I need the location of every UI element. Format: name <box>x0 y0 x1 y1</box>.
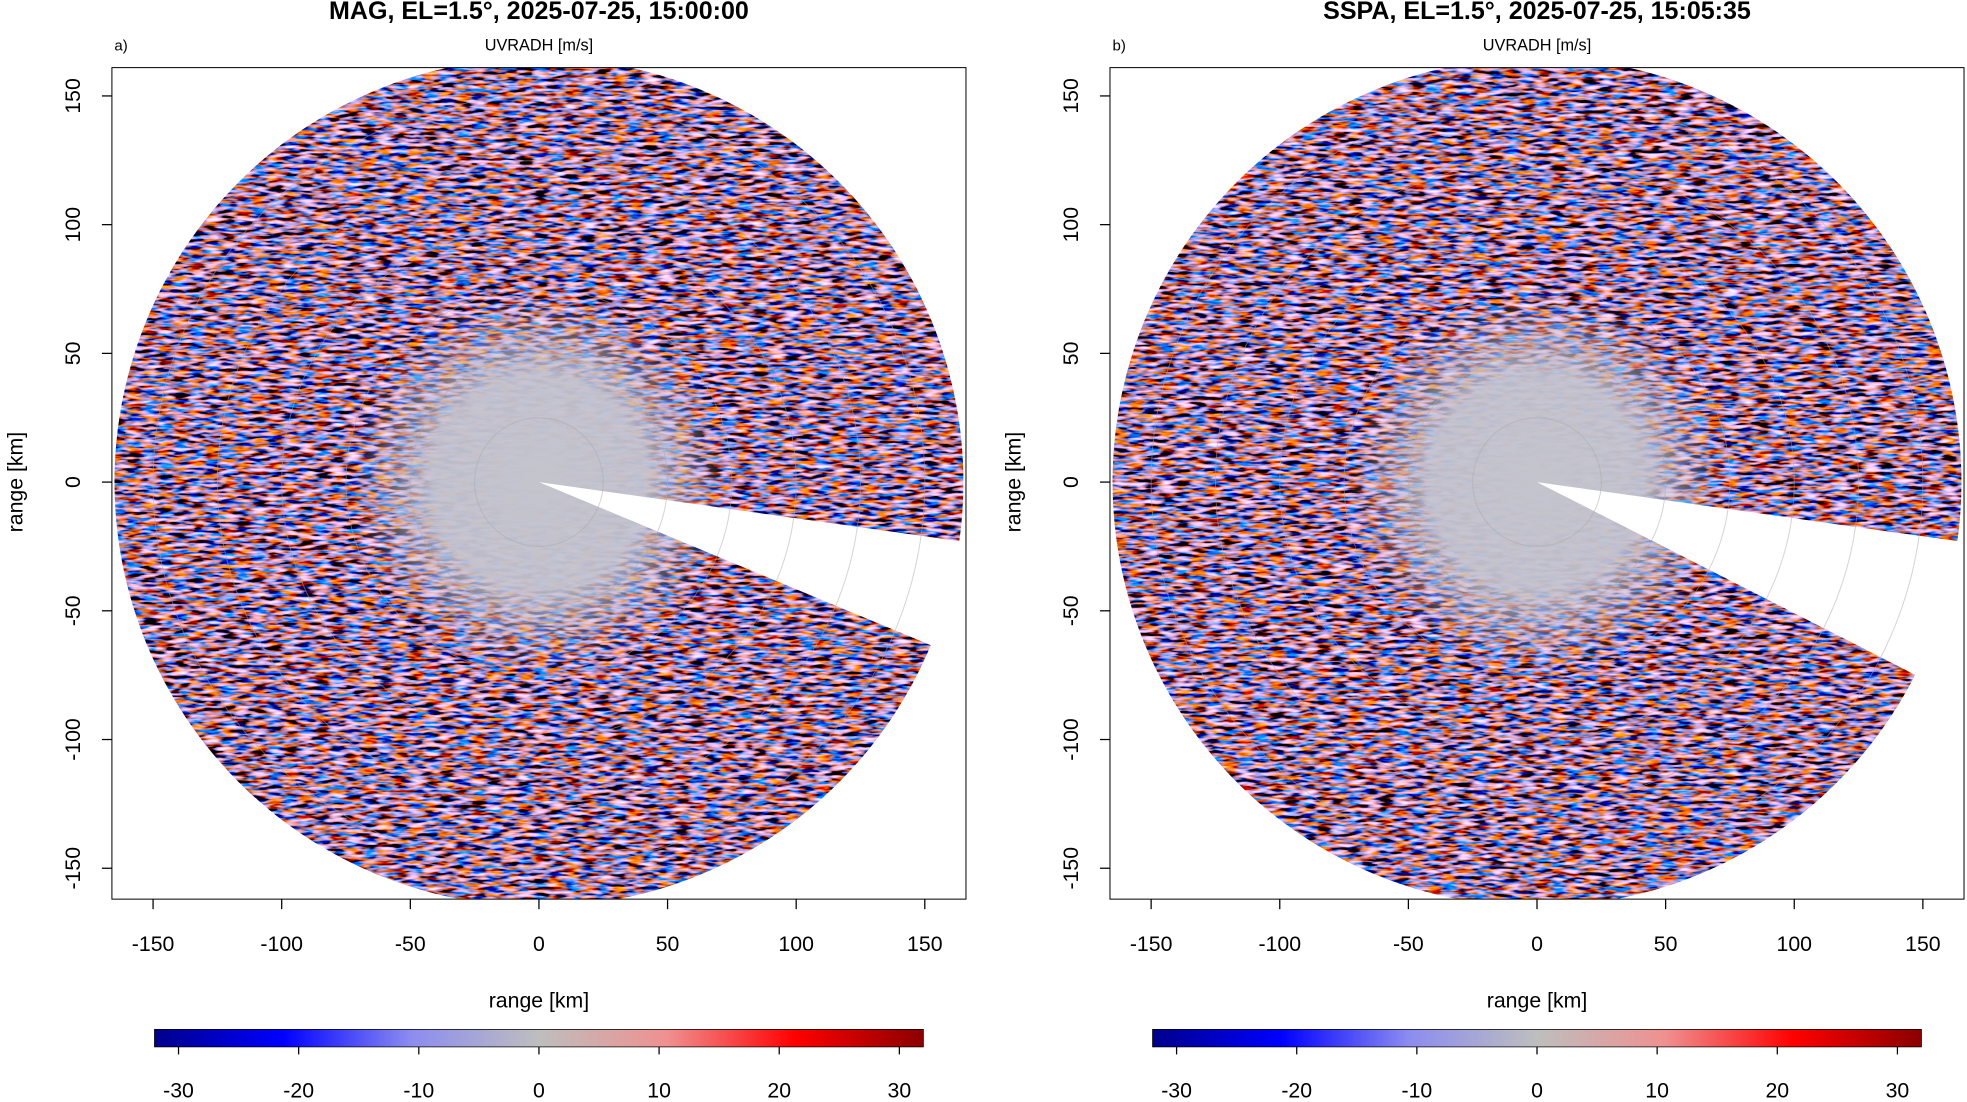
x-tick-label: 100 <box>1777 932 1812 956</box>
x-tick-label: -150 <box>132 932 175 956</box>
colorbar-tick-label: 0 <box>1531 1079 1543 1102</box>
x-tick-label: -50 <box>1393 932 1424 956</box>
colorbar-tick-label: -20 <box>283 1079 314 1102</box>
x-axis-label: range [km] <box>1487 988 1587 1012</box>
y-tick-label: -150 <box>61 847 85 890</box>
colorbar-tick-label: -10 <box>403 1079 434 1102</box>
range-ring <box>345 288 733 676</box>
range-ring <box>281 224 797 740</box>
x-tick-label: 150 <box>1905 932 1940 956</box>
subtitle: UVRADH [m/s] <box>1483 37 1591 55</box>
range-ring <box>474 417 604 547</box>
y-tick-label: 100 <box>61 207 85 242</box>
calm-zone <box>1112 67 1962 900</box>
chart-title: MAG, EL=1.5°, 2025-07-25, 15:00:00 <box>329 0 749 25</box>
x-tick-label: 150 <box>907 932 942 956</box>
colorbar-tick-label: 30 <box>888 1079 912 1102</box>
blank-sector <box>538 482 966 660</box>
colorbar-tick-label: -20 <box>1281 1079 1312 1102</box>
radar-field <box>1112 67 1965 900</box>
chart-title: SSPA, EL=1.5°, 2025-07-25, 15:05:35 <box>1323 0 1751 25</box>
x-tick-label: 50 <box>1654 932 1678 956</box>
subtitle: UVRADH [m/s] <box>485 37 593 55</box>
panel-label: b) <box>1112 37 1125 54</box>
y-tick-label: 0 <box>61 476 85 488</box>
colorbar-tick-label: -30 <box>1161 1079 1192 1102</box>
range-ring <box>1150 95 1924 869</box>
panel: SSPA, EL=1.5°, 2025-07-25, 15:05:35 b) UVR… <box>1001 0 1965 1102</box>
panel-label: a) <box>114 37 127 54</box>
radar-field <box>114 67 966 900</box>
x-tick-label: -150 <box>1130 932 1173 956</box>
colorbar-tick-label: 30 <box>1886 1079 1910 1102</box>
x-tick-label: 100 <box>778 932 813 956</box>
y-tick-label: -150 <box>1059 847 1083 890</box>
blank-sector <box>1537 482 1965 683</box>
y-tick-label: -100 <box>61 718 85 761</box>
y-tick-label: 50 <box>1059 342 1083 366</box>
colorbar-tick-label: 0 <box>533 1079 545 1102</box>
y-axis-label: range [km] <box>1001 432 1025 532</box>
colorbar <box>154 1028 924 1048</box>
range-ring <box>216 160 861 805</box>
y-tick-label: 150 <box>1059 78 1083 113</box>
range-ring <box>1343 288 1731 676</box>
range-ring <box>1472 417 1602 547</box>
y-tick-label: 0 <box>1059 476 1083 488</box>
field <box>114 67 964 900</box>
range-ring <box>409 352 669 612</box>
colorbar-tick-label: 20 <box>1765 1079 1789 1102</box>
y-tick-label: 50 <box>61 342 85 366</box>
y-tick-label: -100 <box>1059 718 1083 761</box>
y-tick-label: -50 <box>61 595 85 626</box>
range-ring <box>1214 160 1860 805</box>
panel: MAG, EL=1.5°, 2025-07-25, 15:00:00 a) UVRA… <box>3 0 967 1102</box>
x-tick-label: 0 <box>533 932 545 956</box>
x-tick-label: -100 <box>260 932 303 956</box>
x-tick-label: 50 <box>656 932 680 956</box>
y-tick-label: 100 <box>1059 207 1083 242</box>
colorbar-tick-label: -10 <box>1401 1079 1432 1102</box>
range-ring <box>1407 352 1667 612</box>
field <box>1112 67 1962 900</box>
colorbar-tick-label: 10 <box>647 1079 671 1102</box>
x-axis-label: range [km] <box>489 988 589 1012</box>
x-tick-label: 0 <box>1531 932 1543 956</box>
y-axis-label: range [km] <box>3 432 27 532</box>
colorbar-tick-label: 10 <box>1645 1079 1669 1102</box>
x-tick-label: -50 <box>395 932 426 956</box>
y-tick-label: 150 <box>61 78 85 113</box>
x-tick-label: -100 <box>1258 932 1301 956</box>
colorbar-tick-label: -30 <box>163 1079 194 1102</box>
y-tick-label: -50 <box>1059 595 1083 626</box>
colorbar <box>1152 1028 1922 1048</box>
range-ring <box>152 95 926 869</box>
colorbar-tick-label: 20 <box>767 1079 791 1102</box>
range-ring <box>1279 224 1795 740</box>
